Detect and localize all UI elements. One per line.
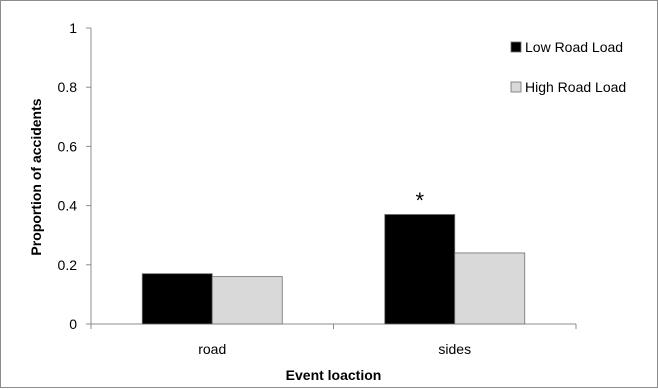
bar-low-road-load-sides bbox=[384, 214, 456, 325]
legend-label: Low Road Load bbox=[525, 39, 623, 55]
bar-high-road-load-road bbox=[211, 276, 283, 325]
legend: Low Road Load High Road Load bbox=[510, 39, 626, 95]
legend-swatch bbox=[510, 41, 522, 53]
bars: * bbox=[141, 188, 526, 325]
x-tick-label: sides bbox=[438, 341, 471, 357]
x-axis-title: Event loaction bbox=[286, 367, 382, 383]
y-tick-label: 0 bbox=[69, 316, 77, 332]
significance-asterisk: * bbox=[415, 188, 424, 213]
legend-swatch bbox=[510, 81, 522, 93]
x-tick-label: road bbox=[198, 341, 226, 357]
bar-high-road-load-sides bbox=[454, 252, 526, 325]
y-tick-label: 0.8 bbox=[58, 79, 78, 95]
y-tick-label: 1 bbox=[69, 20, 77, 36]
y-tick-label: 0.2 bbox=[58, 257, 78, 273]
bar-low-road-load-road bbox=[141, 273, 213, 325]
y-tick-label: 0.6 bbox=[58, 138, 78, 154]
y-axis-title: Proportion of accidents bbox=[28, 98, 44, 255]
y-tick-label: 0.4 bbox=[58, 198, 78, 214]
axes: 0 0.2 0.4 0.6 0.8 1 road sides bbox=[58, 20, 577, 357]
legend-label: High Road Load bbox=[525, 79, 626, 95]
